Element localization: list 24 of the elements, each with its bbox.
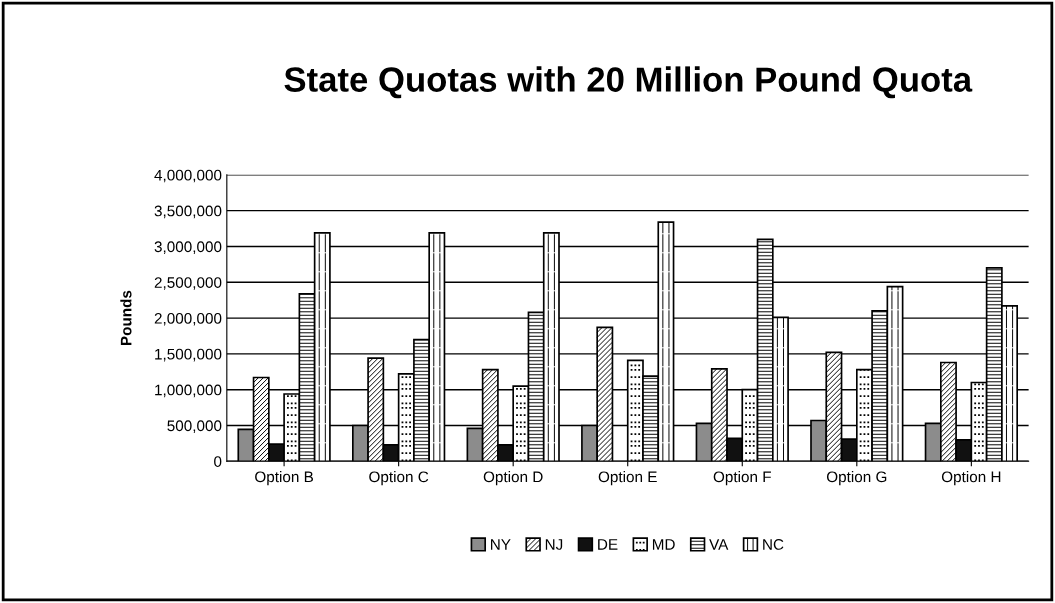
x-tick-label: Option E [598, 471, 657, 486]
legend-label: MD [652, 539, 675, 550]
y-tick-label: 500,000 [167, 420, 222, 433]
y-tick-label: 1,000,000 [155, 384, 222, 398]
y-tick-label: 2,500,000 [154, 277, 222, 290]
x-tick-label: Option D [483, 471, 543, 486]
x-tick-label: Option G [826, 471, 887, 486]
y-tick-label: 2,000,000 [154, 312, 222, 326]
legend-label: NY [491, 539, 511, 550]
y-tick-label: 1,500,000 [155, 348, 222, 362]
legend-label: NJ [545, 539, 563, 550]
legend-label: NC [763, 539, 784, 550]
x-tick-label: Option H [941, 471, 1001, 486]
x-tick-label: Option C [369, 471, 429, 486]
y-tick-label: 3,000,000 [154, 241, 222, 254]
y-tick-label: 0 [214, 456, 222, 467]
legend-label: VA [709, 539, 729, 550]
chart-title: State Quotas with 20 Million Pound Quota [284, 66, 973, 99]
x-tick-label: Option B [255, 471, 314, 486]
legend-label: DE [598, 539, 618, 550]
y-tick-label: 4,000,000 [154, 169, 222, 183]
y-axis-title: Pounds [120, 290, 132, 346]
x-tick-label: Option F [713, 471, 771, 486]
y-tick-label: 3,500,000 [154, 205, 222, 219]
